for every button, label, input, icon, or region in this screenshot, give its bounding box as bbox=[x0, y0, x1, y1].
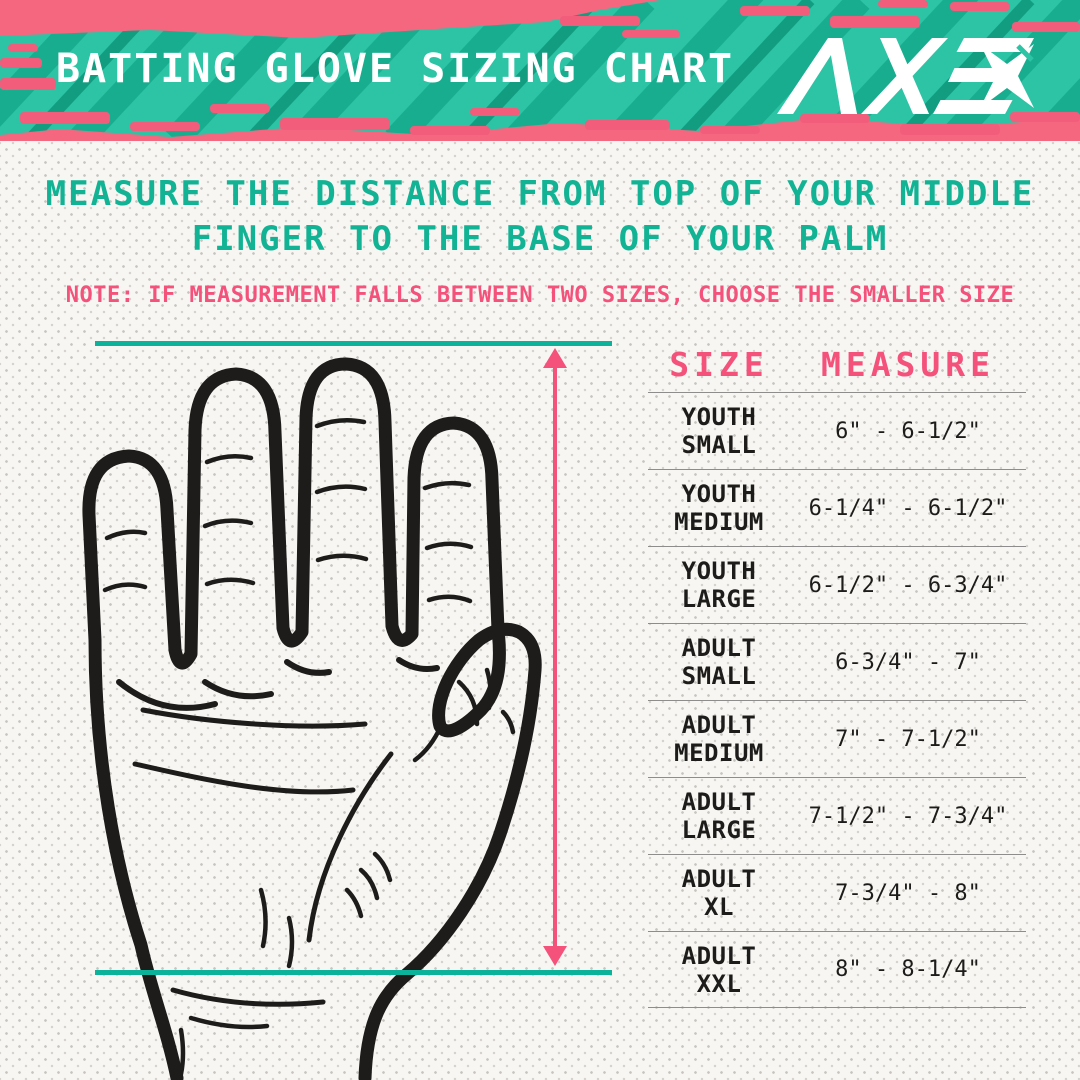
star-x-badge bbox=[980, 44, 1034, 108]
arrow-down-icon bbox=[543, 946, 567, 966]
table-row: YOUTH SMALL 6" - 6-1/2" bbox=[648, 392, 1026, 469]
measure-line-bottom bbox=[95, 970, 612, 975]
measure-value: 7-3/4" - 8" bbox=[835, 880, 981, 906]
hand-illustration bbox=[82, 357, 542, 1080]
column-header-size: SIZE bbox=[669, 344, 769, 384]
size-note: NOTE: IF MEASUREMENT FALLS BETWEEN TWO S… bbox=[65, 283, 1015, 308]
measure-value: 6-1/4" - 6-1/2" bbox=[808, 495, 1008, 521]
instruction-line1: MEASURE THE DISTANCE FROM TOP OF YOUR MI… bbox=[45, 174, 1035, 214]
size-table: SIZE MEASURE YOUTH SMALL 6" - 6-1/2" YOU… bbox=[648, 336, 1026, 1008]
table-row: ADULT SMALL 6-3/4" - 7" bbox=[648, 623, 1026, 700]
table-row: YOUTH LARGE 6-1/2" - 6-3/4" bbox=[648, 546, 1026, 623]
measure-instruction: MEASURE THE DISTANCE FROM TOP OF YOUR MI… bbox=[0, 172, 1080, 262]
measure-value: 6" - 6-1/2" bbox=[835, 418, 981, 444]
column-header-measure: MEASURE bbox=[820, 344, 996, 384]
instruction-line2: FINGER TO THE BASE OF YOUR PALM bbox=[191, 219, 889, 259]
arrow-up-icon bbox=[543, 348, 567, 368]
table-row: YOUTH MEDIUM 6-1/4" - 6-1/2" bbox=[648, 469, 1026, 546]
table-row: ADULT LARGE 7-1/2" - 7-3/4" bbox=[648, 777, 1026, 854]
measure-value: 8" - 8-1/4" bbox=[835, 957, 981, 982]
measure-arrow bbox=[553, 360, 557, 954]
table-row: ADULT XL 7-3/4" - 8" bbox=[648, 854, 1026, 931]
axe-brand-logo bbox=[777, 38, 1034, 114]
measure-line-top bbox=[95, 341, 612, 346]
table-header: SIZE MEASURE bbox=[648, 336, 1026, 392]
measure-value: 7-1/2" - 7-3/4" bbox=[808, 803, 1008, 829]
measure-value: 6-1/2" - 6-3/4" bbox=[808, 572, 1008, 598]
table-row: ADULT XXL 8" - 8-1/4" bbox=[648, 931, 1026, 1008]
page-title: BATTING GLOVE SIZING CHART bbox=[56, 46, 735, 92]
measure-value: 7" - 7-1/2" bbox=[835, 726, 981, 752]
header-band: BATTING GLOVE SIZING CHART bbox=[0, 0, 1080, 145]
measure-value: 6-3/4" - 7" bbox=[835, 649, 981, 675]
table-row: ADULT MEDIUM 7" - 7-1/2" bbox=[648, 700, 1026, 777]
